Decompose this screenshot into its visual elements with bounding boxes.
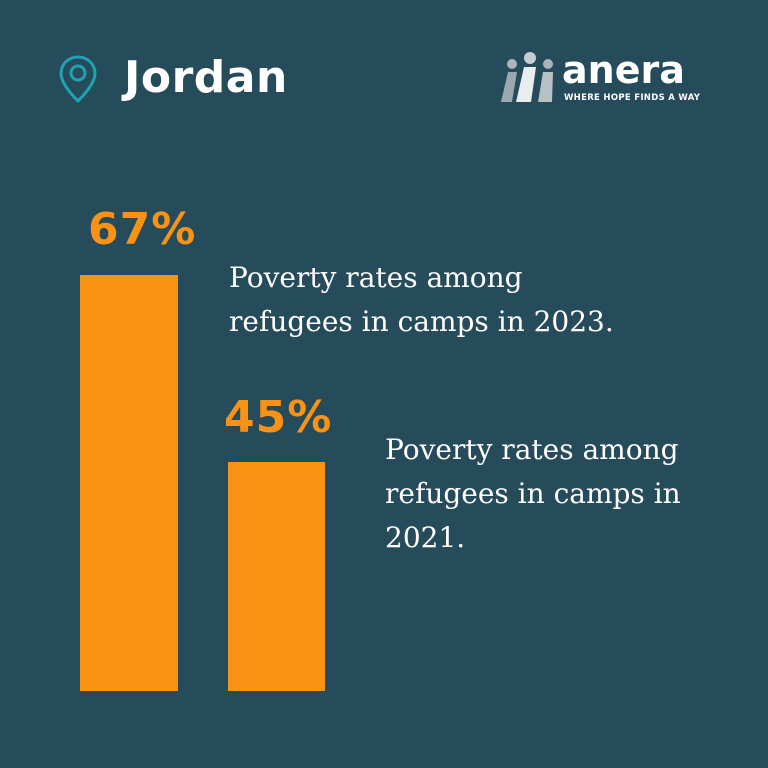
anera-logo: anera WHERE HOPE FINDS A WAY [500, 48, 701, 110]
stat-value-2023: 67% [88, 204, 197, 255]
bar-2021 [228, 462, 325, 691]
stat-description-2023: Poverty rates among refugees in camps in… [229, 261, 614, 338]
map-pin-icon [59, 55, 97, 104]
page-title: Jordan [124, 52, 288, 103]
bar-2023 [80, 275, 178, 691]
logo-wordmark: anera [562, 48, 685, 92]
stat-value-2021: 45% [224, 392, 333, 443]
logo-tagline: WHERE HOPE FINDS A WAY [564, 93, 701, 103]
logo-figures-icon [501, 52, 553, 102]
stat-description-2021: Poverty rates among refugees in camps in… [385, 433, 681, 554]
